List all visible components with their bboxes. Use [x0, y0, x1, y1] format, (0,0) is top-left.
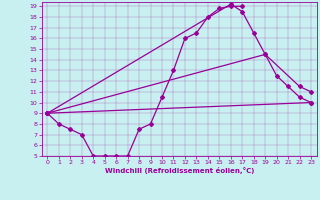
X-axis label: Windchill (Refroidissement éolien,°C): Windchill (Refroidissement éolien,°C) [105, 167, 254, 174]
